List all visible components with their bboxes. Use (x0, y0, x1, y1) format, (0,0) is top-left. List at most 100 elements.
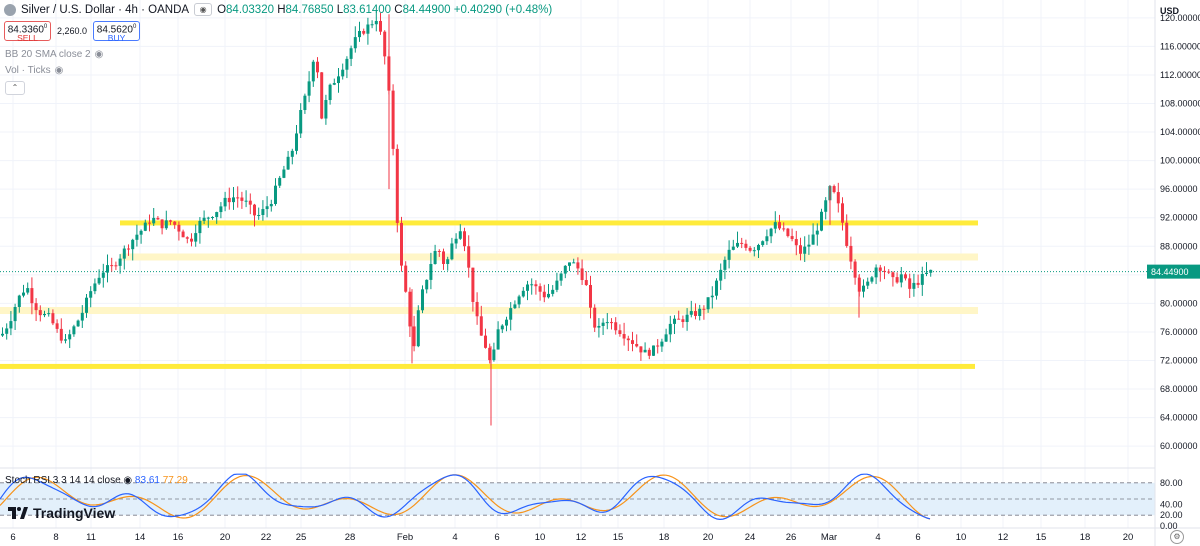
candle (93, 283, 97, 292)
candle (496, 329, 500, 350)
candle (332, 83, 336, 85)
candle (391, 90, 395, 149)
candle (668, 323, 672, 335)
candle (395, 148, 399, 223)
candle (282, 169, 286, 178)
candle (706, 297, 710, 310)
time-tick-label: Feb (397, 532, 413, 543)
candle (761, 241, 765, 245)
time-tick-label: 18 (659, 532, 670, 543)
eye-icon[interactable]: ◉ (94, 49, 104, 60)
candle (786, 228, 790, 237)
candle (597, 325, 601, 328)
eye-icon[interactable]: ◉ (123, 475, 133, 486)
currency-label[interactable]: USD (1160, 6, 1180, 16)
candle (30, 288, 34, 304)
candle (47, 313, 51, 315)
candle (265, 206, 269, 210)
candle (559, 273, 563, 281)
visibility-toggle-icon[interactable]: ◉ (194, 3, 213, 16)
candle (555, 280, 559, 290)
candle (631, 340, 634, 344)
candle (64, 339, 67, 341)
candle (824, 200, 828, 212)
time-tick-label: 11 (86, 532, 96, 543)
candle (366, 24, 370, 34)
candle (748, 247, 752, 251)
time-tick-label: 20 (703, 532, 714, 543)
tradingview-logo-icon (8, 507, 28, 519)
time-tick-label: 22 (261, 532, 272, 543)
candle (89, 291, 93, 298)
candle (55, 323, 59, 329)
candle (710, 295, 714, 298)
candle (685, 314, 689, 322)
candle (152, 217, 156, 224)
stoch-rsi-k-line (0, 473, 931, 521)
candle (156, 217, 160, 220)
candle (509, 308, 513, 320)
candle (862, 285, 865, 292)
candle (883, 270, 886, 272)
candle (400, 222, 403, 266)
price-tick-label: 68.00000 (1160, 384, 1198, 394)
price-tick-label: 92.00000 (1160, 213, 1198, 223)
price-tick-label: 72.00000 (1160, 355, 1198, 365)
candle (479, 316, 483, 336)
candle (433, 251, 437, 265)
candle (908, 278, 912, 289)
candle (202, 217, 206, 221)
candle (740, 242, 744, 244)
vol-indicator-label[interactable]: Vol · Ticks ◉ (5, 65, 64, 76)
trade-panel: 84.33600 SELL 2,260.0 84.56200 BUY (4, 21, 141, 43)
candle (185, 237, 189, 239)
candle (593, 307, 597, 328)
candle (769, 228, 773, 237)
candle (736, 242, 739, 247)
spread-value: 2,260.0 (57, 26, 88, 36)
candle (198, 220, 202, 234)
candle (702, 308, 706, 310)
time-tick-label: 14 (135, 532, 146, 543)
candle (664, 334, 668, 342)
candle (379, 20, 382, 32)
candle (429, 264, 433, 280)
candle (383, 31, 387, 57)
price-tick-label: 60.00000 (1160, 441, 1198, 451)
settings-gear-icon[interactable]: ⚙ (1170, 530, 1184, 544)
symbol-title[interactable]: Silver / U.S. Dollar · 4h · OANDA (21, 3, 190, 16)
candle (614, 322, 618, 331)
candle (370, 24, 374, 26)
candle (215, 212, 219, 218)
candle (605, 322, 609, 324)
candle (916, 282, 920, 285)
candle (274, 185, 277, 204)
collapse-legend-chevron-up-icon[interactable]: ⌃ (5, 81, 25, 95)
price-tick-label: 104.00000 (1160, 127, 1200, 137)
candle (589, 285, 592, 308)
bb-indicator-label[interactable]: BB 20 SMA close 2 ◉ (5, 49, 104, 60)
sell-button[interactable]: 84.33600 SELL (4, 21, 51, 43)
rsi-tick-label: 40.00 (1160, 499, 1183, 509)
horizontal-levels (0, 220, 1155, 369)
candle (891, 272, 895, 278)
candle (227, 197, 231, 203)
candles (1, 10, 933, 426)
candle (232, 197, 235, 203)
candle (484, 335, 487, 348)
candle (757, 244, 760, 251)
eye-icon[interactable]: ◉ (54, 65, 64, 76)
candle (492, 349, 496, 361)
tradingview-logo[interactable]: TradingView (8, 505, 115, 521)
buy-button[interactable]: 84.56200 BUY (93, 21, 141, 43)
candle (173, 221, 177, 225)
candle (895, 277, 899, 283)
candle (311, 61, 315, 82)
time-tick-label: 4 (875, 532, 880, 543)
candle (467, 246, 471, 268)
candle (85, 297, 88, 313)
time-tick-label: 4 (452, 532, 457, 543)
candle (530, 284, 534, 286)
candle (870, 277, 874, 282)
